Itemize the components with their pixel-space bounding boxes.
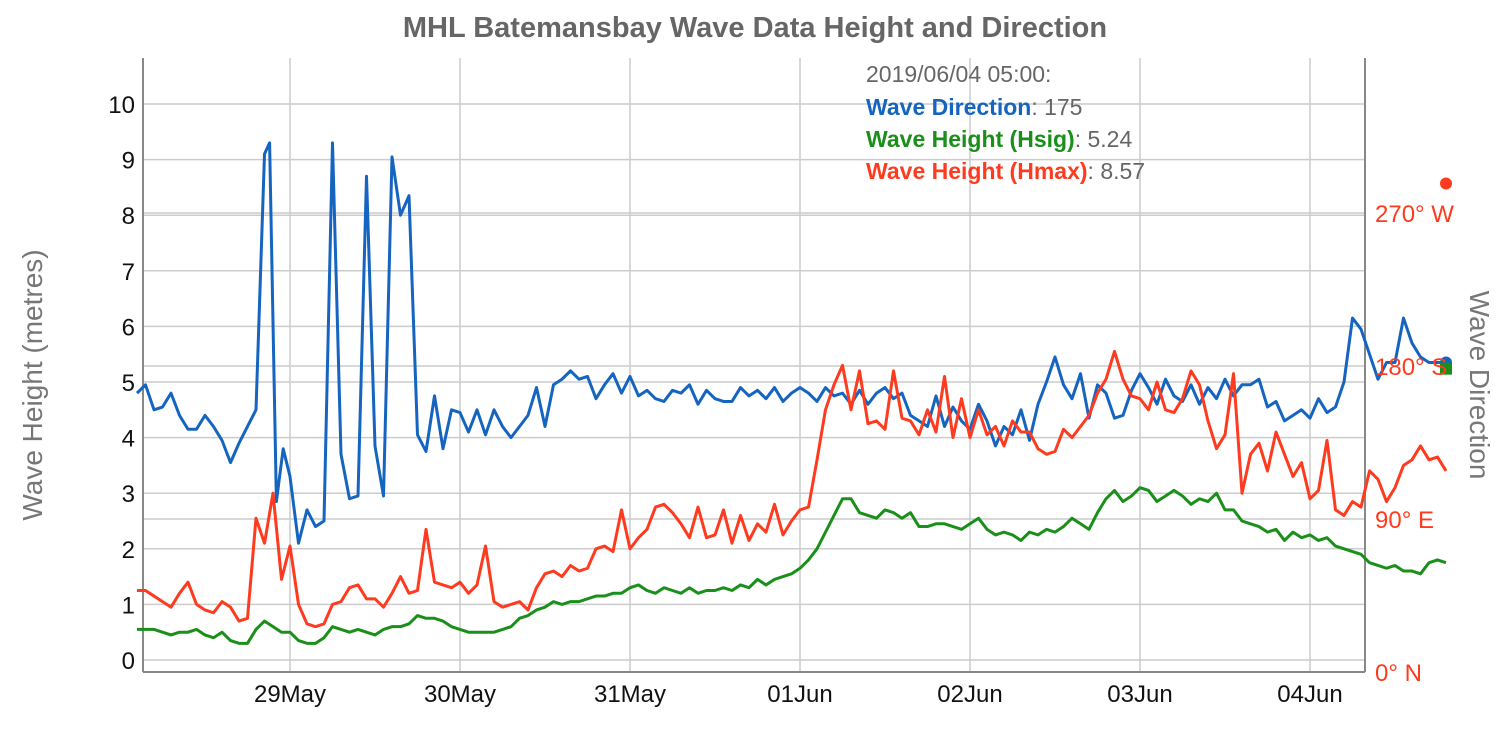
y-tick-label: 10 [108, 92, 135, 119]
tooltip-row-hsig: Wave Height (Hsig): 5.24 [866, 126, 1132, 152]
y2-tick-label: 270° W [1375, 201, 1454, 228]
series-line-2 [137, 349, 1448, 629]
series-marker-hmax [1440, 177, 1452, 190]
y2-tick-label: 0° N [1375, 660, 1422, 687]
y-tick-label: 2 [122, 537, 135, 564]
y2-axis-label: Wave Direction [1464, 291, 1495, 480]
y-tick-label: 5 [122, 370, 135, 397]
x-tick-label: 31May [594, 681, 666, 708]
axes [142, 58, 1366, 673]
tooltip-timestamp: 2019/06/04 05:00: [866, 61, 1051, 87]
tick-labels: 0 1 2 3 4 5 6 7 8 9 10 0° N 90° E 180° S 270° W 29May 30… [108, 92, 1454, 708]
series-marker-hsig [1440, 362, 1452, 375]
y-tick-label: 6 [122, 314, 135, 341]
y-tick-label: 0 [122, 648, 135, 675]
y2-tick-label: 90° E [1375, 507, 1434, 534]
y-tick-label: 9 [122, 148, 135, 175]
y-tick-label: 8 [122, 203, 135, 230]
tooltip-row-direction: Wave Direction: 175 [866, 94, 1082, 120]
series-line-1 [137, 486, 1447, 645]
x-tick-label: 29May [254, 681, 326, 708]
series-line-0 [135, 141, 1446, 545]
tooltip-row-hmax: Wave Height (Hmax): 8.57 [866, 158, 1145, 184]
y2-tick-label: 180° S [1375, 354, 1447, 381]
y-tick-label: 4 [122, 426, 135, 453]
series-lines [135, 141, 1452, 645]
y-tick-label: 7 [122, 259, 135, 286]
x-tick-label: 04Jun [1277, 681, 1342, 708]
x-tick-label: 30May [424, 681, 496, 708]
y-axis-label: Wave Height (metres) [17, 249, 48, 520]
tooltip: 2019/06/04 05:00: Wave Direction: 175 Wa… [866, 61, 1145, 184]
x-tick-label: 01Jun [767, 681, 832, 708]
chart-title: MHL Batemansbay Wave Data Height and Dir… [403, 12, 1107, 44]
x-tick-label: 03Jun [1107, 681, 1172, 708]
y-tick-label: 1 [122, 592, 135, 619]
y-tick-label: 3 [122, 481, 135, 508]
x-tick-label: 02Jun [937, 681, 1002, 708]
